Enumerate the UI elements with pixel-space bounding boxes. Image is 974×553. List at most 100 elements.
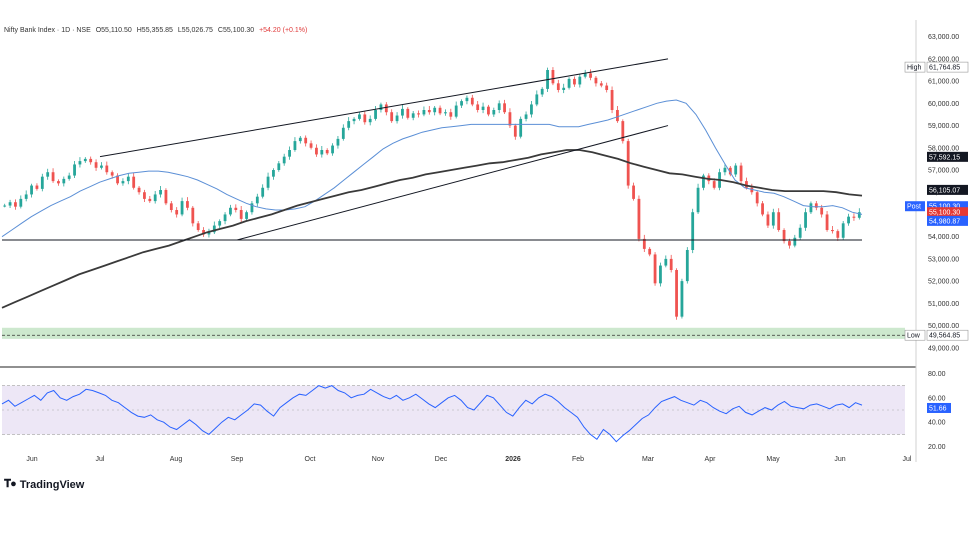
price-axis-tick: 58,000.00 [928, 145, 959, 152]
candle-body [282, 156, 286, 164]
candle-body [664, 258, 668, 266]
candle-body [728, 167, 732, 175]
candle-body [83, 158, 87, 162]
time-axis-tick: Aug [170, 456, 183, 463]
candle-body [288, 150, 291, 157]
candle-body [186, 201, 189, 208]
candle-body [637, 198, 641, 239]
candle-body [793, 237, 797, 246]
candle-body [3, 205, 7, 207]
candle-body [315, 147, 318, 155]
candle-body [755, 192, 759, 204]
price-axis-tick: 53,000.00 [928, 256, 959, 263]
candle-body [164, 190, 168, 204]
candle-body [761, 203, 764, 215]
price-label-value: 49,564.85 [929, 333, 960, 340]
candle-body [481, 106, 485, 110]
candle-body [508, 112, 512, 126]
candle-body [116, 175, 119, 184]
candle-body [143, 192, 146, 199]
candle-body [551, 70, 555, 84]
candle-body [325, 150, 329, 154]
candle-body [599, 83, 603, 86]
candle-body [438, 107, 442, 114]
candle-body [100, 165, 103, 168]
price-label-value: 57,592.15 [929, 154, 960, 161]
candle-body [556, 83, 560, 90]
candle-body [524, 114, 528, 119]
candle-body [691, 212, 695, 250]
price-label-value: 61,764.85 [929, 65, 960, 72]
candle-body [460, 101, 463, 106]
candle-body [632, 185, 635, 199]
candle-body [266, 176, 270, 188]
time-axis-tick: Feb [572, 456, 584, 463]
candle-body [685, 250, 689, 282]
candle-body [411, 113, 415, 118]
candle-body [137, 187, 141, 193]
candle-body [304, 137, 308, 144]
candle-body [105, 165, 109, 173]
candle-body [358, 114, 361, 119]
candle-body [368, 118, 372, 123]
candle-body [831, 230, 834, 232]
price-label-box [927, 207, 968, 218]
high-value: H55,355.85 [136, 27, 173, 34]
candle-body [14, 202, 17, 207]
price-label-value: 55,100.30 [929, 210, 960, 217]
price-label-box [927, 184, 968, 195]
candle-body [331, 145, 334, 154]
candle-body [272, 170, 275, 177]
candle-body [626, 141, 630, 186]
candle-body [503, 103, 506, 113]
price-label-box [927, 151, 968, 162]
candle-body [132, 176, 136, 188]
candle-body [573, 78, 576, 85]
tradingview-brand[interactable]: 𝐓● TradingView [4, 478, 84, 491]
candle-body [202, 230, 205, 235]
candle-body [782, 230, 786, 242]
price-axis-tick: 50,000.00 [928, 323, 959, 330]
time-axis-tick: Sep [231, 456, 244, 463]
candle-body [702, 175, 705, 188]
candle-body [384, 104, 388, 113]
candle-body [454, 105, 458, 117]
candle-body [73, 164, 76, 176]
candle-body [610, 90, 614, 110]
candle-body [347, 121, 351, 128]
candle-body [476, 104, 480, 110]
moving-average-long [1, 149, 863, 309]
candle-body [659, 265, 662, 284]
candle-body [422, 110, 426, 115]
price-axis-tick: 57,000.00 [928, 168, 959, 175]
price-label-box [927, 201, 968, 212]
candle-body [621, 121, 625, 142]
candle-body [30, 185, 33, 195]
candle-body [148, 198, 152, 202]
time-axis-tick: Dec [435, 456, 448, 463]
candle-body [820, 207, 824, 215]
candle-body [234, 207, 238, 210]
candle-body [46, 172, 50, 177]
candle-body [497, 103, 501, 110]
candle-body [804, 212, 807, 228]
candle-body [352, 118, 356, 122]
candle-body [766, 214, 770, 226]
candle-body [40, 176, 44, 189]
candle-body [492, 110, 496, 115]
candle-body [696, 187, 700, 213]
candle-body [417, 113, 420, 115]
candle-body [669, 258, 673, 270]
candle-body [562, 87, 566, 90]
candle-body [444, 112, 447, 114]
candle-body [223, 214, 227, 222]
candle-body [62, 178, 66, 184]
candle-body [433, 107, 437, 113]
candle-body [255, 196, 259, 204]
candle-body [739, 165, 743, 182]
price-label-tag [904, 329, 926, 341]
candle-body [180, 201, 184, 215]
candle-body [589, 73, 592, 78]
candle-body [159, 190, 162, 195]
